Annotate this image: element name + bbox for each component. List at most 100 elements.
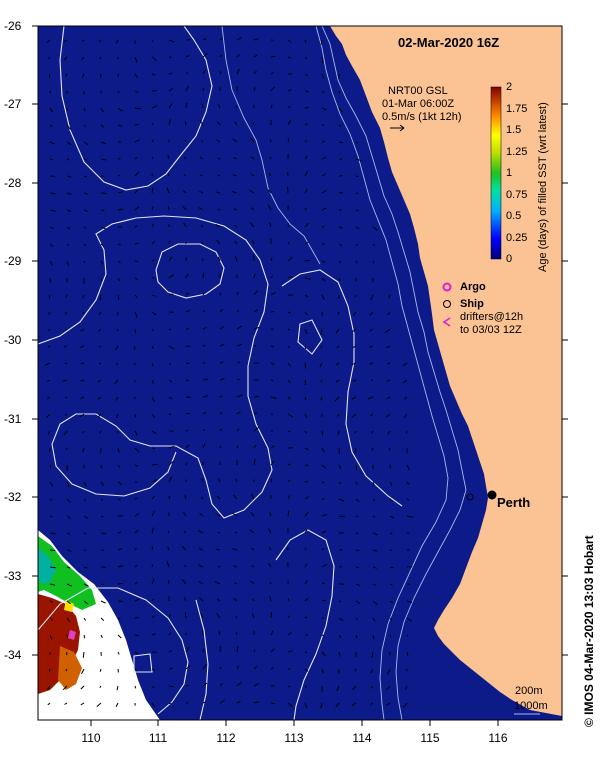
current-vector [134, 547, 138, 551]
current-vector [338, 141, 344, 144]
current-vector [338, 243, 343, 247]
colorbar-ticks: 2 1.75 1.5 1.25 1 0.75 0.5 0.25 0 [506, 81, 527, 265]
current-vector [321, 464, 327, 469]
current-vector [100, 498, 104, 501]
current-vector [304, 668, 309, 672]
current-vector [100, 515, 104, 518]
current-vector [351, 362, 357, 366]
current-vector [370, 702, 374, 705]
current-vector [236, 681, 242, 687]
lon-tick-label: 112 [216, 731, 235, 745]
current-vector [355, 192, 359, 194]
current-vector [151, 527, 154, 534]
current-vector [406, 617, 412, 622]
current-vector [270, 257, 273, 262]
current-vector [151, 187, 154, 194]
current-vector [167, 546, 170, 551]
current-vector [134, 651, 139, 655]
current-vector [304, 396, 307, 401]
current-vector [65, 668, 68, 672]
current-vector [355, 260, 358, 264]
current-vector [115, 39, 119, 44]
current-vector [151, 413, 156, 418]
lat-axis: -26 -27 -28 -29 -30 -31 -32 -33 -34 [4, 19, 568, 662]
current-vector [117, 634, 122, 639]
current-vector [182, 205, 187, 211]
current-vector [117, 294, 120, 300]
colorbar-tick-label: 0.5 [506, 210, 521, 222]
current-vector [66, 549, 72, 552]
current-vector [321, 430, 324, 436]
current-vector [66, 498, 71, 503]
current-vector [151, 564, 154, 568]
current-vector [355, 158, 362, 162]
current-vector [338, 447, 340, 454]
current-vector [270, 648, 275, 653]
current-vector [183, 530, 187, 534]
current-vector [182, 190, 187, 194]
current-vector [83, 141, 89, 146]
current-vector [202, 87, 204, 92]
current-vector [199, 120, 204, 126]
current-vector [338, 651, 341, 657]
current-vector [233, 208, 238, 211]
current-vector [167, 530, 170, 534]
current-vector [287, 137, 290, 143]
current-vector [64, 413, 68, 416]
current-vector [49, 107, 53, 113]
current-vector [202, 68, 207, 75]
perth-marker [487, 490, 497, 500]
current-vector [321, 447, 326, 453]
current-vector [166, 561, 170, 568]
current-vector [83, 498, 87, 502]
current-vector [185, 309, 191, 313]
current-vector [233, 494, 238, 500]
current-vector [49, 447, 51, 452]
current-vector [355, 634, 358, 639]
current-vector [352, 379, 357, 382]
current-vector [66, 175, 72, 178]
current-vector [320, 379, 323, 383]
current-vector [217, 531, 221, 534]
current-vector [304, 294, 309, 298]
current-vector [321, 294, 325, 301]
current-vector [270, 396, 277, 399]
current-vector [355, 226, 360, 230]
current-vector [219, 646, 221, 653]
current-vector [167, 154, 170, 160]
current-vector [83, 549, 87, 551]
current-vector [202, 292, 205, 296]
current-vector [387, 311, 391, 316]
current-vector [66, 209, 72, 213]
current-vector [269, 581, 272, 585]
current-vector [185, 292, 190, 296]
current-vector [117, 447, 120, 453]
current-vector [385, 328, 391, 333]
current-vector [63, 345, 68, 348]
current-vector [151, 311, 157, 316]
argo-symbol [442, 282, 452, 292]
current-vector [151, 39, 154, 43]
current-vector [250, 547, 255, 551]
current-vector [185, 102, 188, 109]
current-vector [251, 239, 255, 245]
current-vector [321, 668, 325, 674]
current-vector [62, 685, 68, 691]
current-vector [321, 530, 326, 534]
current-vector [338, 226, 343, 229]
current-vector [117, 124, 123, 127]
current-vector [49, 141, 55, 145]
current-vector [321, 481, 325, 484]
current-vector [250, 173, 255, 177]
current-vector [81, 56, 85, 61]
current-vector [321, 140, 326, 143]
current-vector [321, 156, 327, 160]
current-vector [321, 207, 327, 211]
current-vector [66, 617, 70, 622]
current-vector [338, 481, 342, 485]
current-vector [236, 325, 243, 330]
current-vector [352, 345, 357, 349]
current-vector [183, 222, 187, 228]
lat-tick-label: -33 [4, 569, 22, 583]
current-vector [168, 39, 175, 43]
